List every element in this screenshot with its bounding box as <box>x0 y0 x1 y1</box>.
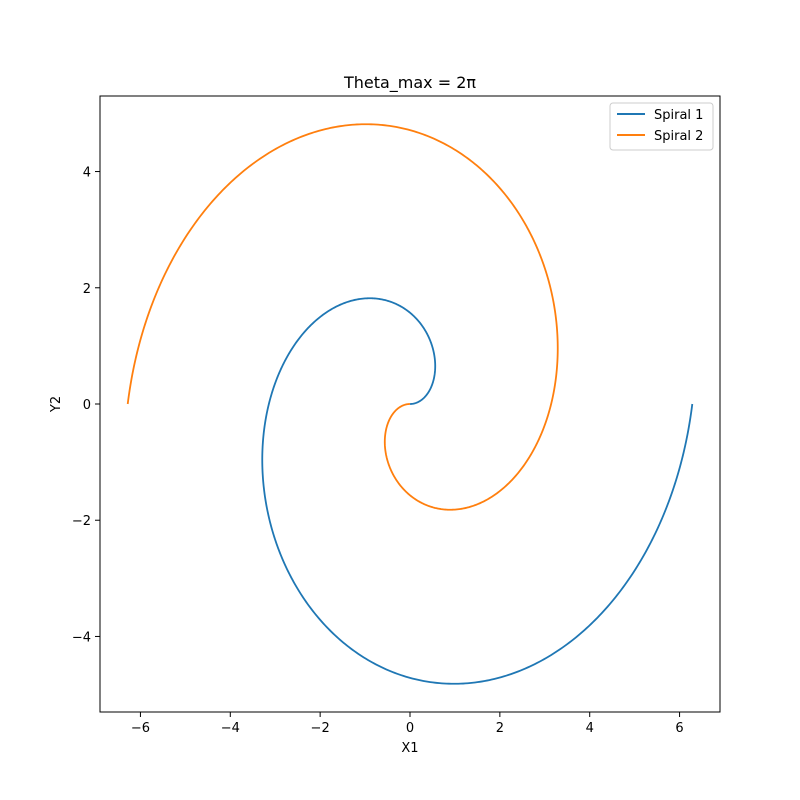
series-line-spiral-1 <box>261 297 694 685</box>
series-line-spiral-2 <box>126 123 559 511</box>
y-tick-label: 0 <box>83 398 91 413</box>
y-tick-label: −2 <box>72 514 91 529</box>
y-tick-label: −4 <box>72 630 91 645</box>
y-tick-label: 2 <box>83 282 91 297</box>
y-tick-label: 4 <box>83 166 91 181</box>
x-tick-label: −4 <box>221 721 240 736</box>
x-axis-label: X1 <box>401 741 418 756</box>
y-axis-ticks: −4 −2 0 2 4 <box>72 166 100 645</box>
legend-label-spiral-1: Spiral 1 <box>654 108 703 123</box>
series-layer <box>126 123 694 685</box>
legend: Spiral 1 Spiral 2 <box>609 102 714 151</box>
x-tick-label: −2 <box>311 721 330 736</box>
x-tick-label: 0 <box>406 721 414 736</box>
x-tick-label: −6 <box>131 721 150 736</box>
x-tick-label: 2 <box>496 721 504 736</box>
chart-title: Theta_max = 2π <box>343 73 476 93</box>
x-axis-ticks: −6 −4 −2 0 2 4 6 <box>131 712 684 736</box>
legend-label-spiral-2: Spiral 2 <box>654 129 703 144</box>
x-tick-label: 6 <box>675 721 683 736</box>
y-axis-label: Y2 <box>49 396 64 413</box>
x-tick-label: 4 <box>586 721 594 736</box>
